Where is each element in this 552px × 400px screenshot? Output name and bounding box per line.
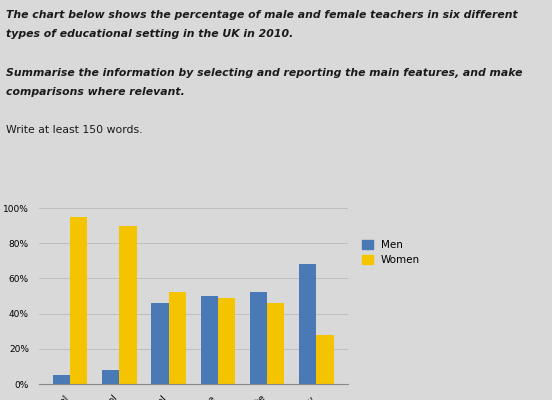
Legend: Men, Women: Men, Women bbox=[362, 240, 420, 265]
Bar bbox=[250, 292, 267, 384]
Bar bbox=[316, 335, 334, 384]
Bar bbox=[151, 303, 168, 384]
Bar bbox=[299, 264, 316, 384]
Text: Write at least 150 words.: Write at least 150 words. bbox=[6, 125, 142, 135]
Text: Summarise the information by selecting and reporting the main features, and make: Summarise the information by selecting a… bbox=[6, 68, 522, 78]
Text: The chart below shows the percentage of male and female teachers in six differen: The chart below shows the percentage of … bbox=[6, 10, 517, 20]
Bar bbox=[168, 292, 186, 384]
Text: comparisons where relevant.: comparisons where relevant. bbox=[6, 87, 184, 97]
Bar bbox=[102, 370, 119, 384]
Bar bbox=[267, 303, 284, 384]
Text: types of educational setting in the UK in 2010.: types of educational setting in the UK i… bbox=[6, 29, 293, 39]
Bar bbox=[70, 217, 87, 384]
Bar bbox=[52, 375, 70, 384]
Bar bbox=[218, 298, 235, 384]
Bar bbox=[200, 296, 218, 384]
Bar bbox=[119, 226, 136, 384]
